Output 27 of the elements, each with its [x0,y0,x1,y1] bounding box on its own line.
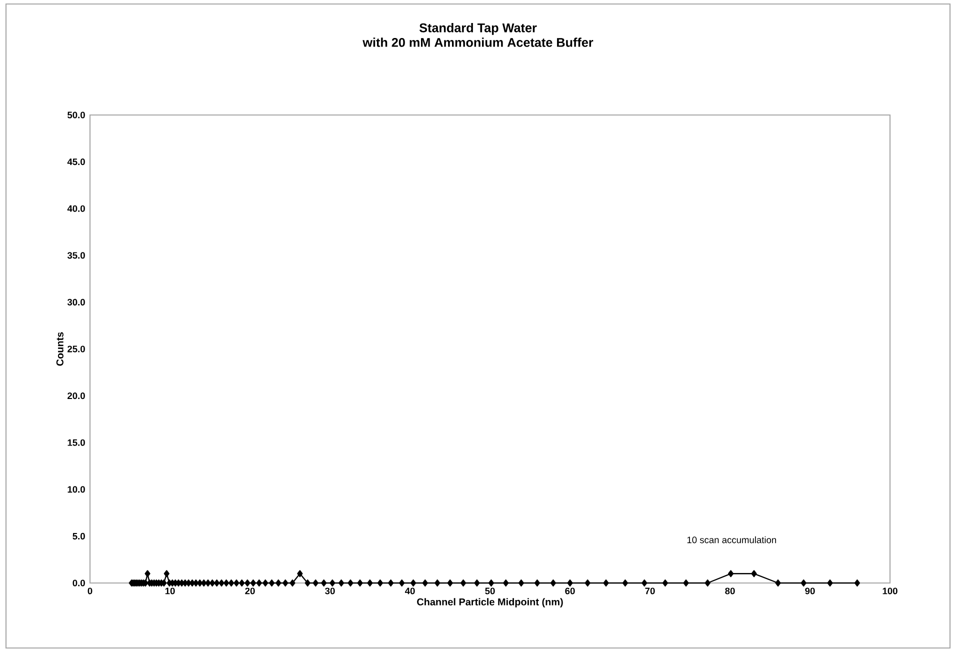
x-tick-label: 80 [725,588,735,594]
y-tick-label: 15.0 [68,439,85,446]
x-tick-label: 90 [805,588,815,594]
y-tick-label: 10.0 [68,486,85,493]
y-tick-label: 25.0 [68,346,85,352]
x-tick-label: 70 [645,588,655,594]
y-tick-label: 40.0 [67,205,85,212]
x-tick-label: 100 [882,588,898,594]
x-tick-label: 10 [165,588,175,594]
y-tick-label: 35.0 [67,252,85,259]
x-axis-title: Channel Particle Midpoint (nm) [417,598,563,608]
y-axis-title: Counts [56,332,64,366]
x-tick-label: 40 [404,588,415,594]
x-tick-label: 30 [325,588,335,594]
y-tick-label: 20.0 [68,392,85,400]
chart-subtitle: with 20 mM Ammonium Acetate Buffer [362,38,594,47]
y-tick-label: 50.0 [68,112,85,118]
x-tick-label: 20 [245,588,255,594]
chart-title: Standard Tap Water [419,23,537,35]
annotation: 10 scan accumulation [687,536,776,544]
y-tick-label: 30.0 [67,298,85,306]
x-tick-label: 60 [565,588,575,594]
x-tick-label: 50 [485,588,495,594]
y-tick-label: 5.0 [72,532,85,540]
x-tick-label: 0 [88,588,92,594]
y-tick-label: 0.0 [72,580,85,586]
y-tick-label: 45.0 [67,158,85,166]
